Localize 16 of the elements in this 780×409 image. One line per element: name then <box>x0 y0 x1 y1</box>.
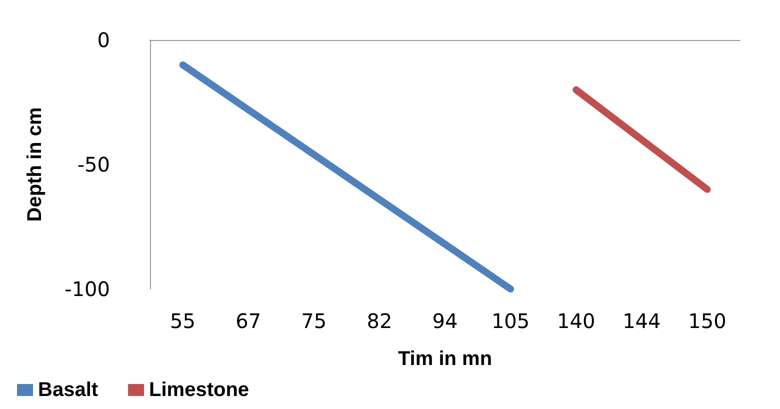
y-tick-label: -50 <box>77 152 110 176</box>
x-tick-label: 144 <box>622 309 661 333</box>
y-tick-label: 0 <box>97 28 110 52</box>
x-tick-label: 67 <box>236 309 262 333</box>
legend-label: Limestone <box>149 379 250 401</box>
legend-label: Basalt <box>38 379 98 401</box>
x-tick-label: 140 <box>557 309 596 333</box>
x-tick-label: 75 <box>301 309 327 333</box>
x-tick-label: 105 <box>491 309 530 333</box>
y-axis-title: Depth in cm <box>24 107 46 222</box>
y-tick-label: -100 <box>64 277 110 301</box>
x-tick-label: 150 <box>688 309 726 333</box>
x-tick-label: 55 <box>170 309 196 333</box>
x-axis-title: Tim in mn <box>398 348 492 370</box>
x-tick-label: 82 <box>366 309 392 333</box>
x-tick-label: 94 <box>432 309 458 333</box>
